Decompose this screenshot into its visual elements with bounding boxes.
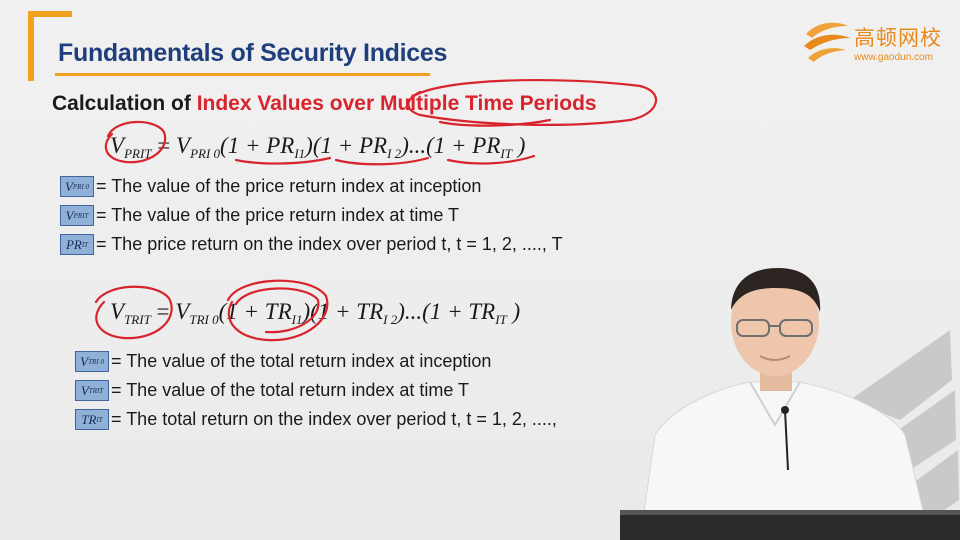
- formula-lhs-sub: TRIT: [124, 312, 151, 327]
- definition-total-time-t: V TRIT = The value of the total return ind…: [75, 380, 469, 401]
- badge-symbol: TR: [81, 411, 97, 427]
- gaodun-logo: 高顿网校 www.gaodun.com: [800, 16, 950, 68]
- subtitle-highlight: Index Values over Multiple Time Periods: [196, 92, 597, 115]
- formula-term-2-sub: I 2: [387, 146, 402, 161]
- equals-sign: =: [150, 299, 176, 324]
- formula-lhs-sub: PRIT: [124, 146, 152, 161]
- definition-price-time-t: V PRIT = The value of the price return ind…: [60, 205, 459, 226]
- presenter-video: [620, 268, 960, 540]
- formula-lhs: V: [110, 299, 125, 324]
- definition-text: = The value of the total return index at…: [111, 380, 470, 400]
- definition-price-return-period: PR IT = The price return on the index over…: [60, 234, 563, 255]
- formula-term-2-sub: I 2: [383, 312, 398, 327]
- slide-title: Fundamentals of Security Indices: [58, 39, 448, 67]
- definition-text: = The value of the price return index at…: [96, 205, 460, 225]
- formula-term-2: )(1 + TR: [302, 299, 384, 324]
- badge-subscript: PRI 0: [72, 182, 90, 191]
- formula-rhs-sub: PRI 0: [190, 146, 221, 161]
- price-return-formula: VPRIT = VPRI 0(1 + PRI1)(1 + PRI 2)...(1…: [110, 133, 525, 162]
- badge-subscript: IT: [96, 415, 103, 424]
- formula-term-2: )(1 + PR: [305, 133, 388, 158]
- formula-rhs: V: [175, 299, 190, 324]
- definition-text: = The total return on the index over per…: [111, 409, 557, 429]
- badge-subscript: TRI 0: [88, 357, 104, 366]
- symbol-badge: V TRI 0: [75, 351, 109, 372]
- logo-url: www.gaodun.com: [854, 52, 933, 63]
- ink-underline-subtitle: [438, 118, 552, 127]
- equals-sign: =: [151, 133, 176, 158]
- formula-term-3-sub: IT: [500, 146, 512, 161]
- badge-symbol: V: [80, 353, 89, 369]
- formula-rhs: V: [176, 133, 191, 158]
- formula-term-1-sub: I1: [294, 146, 306, 161]
- slide-subtitle: Calculation of Index Values over Multipl…: [52, 92, 597, 116]
- total-return-formula: VTRIT = VTRI 0(1 + TRI1)(1 + TRI 2)...(1…: [110, 299, 520, 328]
- formula-term-3: )...(1 + TR: [397, 299, 496, 324]
- definition-total-inception: V TRI 0 = The value of the total return in…: [75, 351, 491, 372]
- symbol-badge: V PRIT: [60, 205, 94, 226]
- gaodun-swoosh-icon: [804, 22, 850, 62]
- formula-term-1: (1 + PR: [220, 133, 295, 158]
- badge-subscript: TRIT: [88, 386, 104, 395]
- formula-term-1-sub: I1: [291, 312, 303, 327]
- definition-price-inception: V PRI 0 = The value of the price return in…: [60, 176, 481, 197]
- formula-close: ): [511, 133, 526, 158]
- badge-symbol: V: [65, 207, 74, 223]
- formula-lhs: V: [110, 133, 125, 158]
- symbol-badge: PR IT: [60, 234, 94, 255]
- title-bracket-decoration: [28, 11, 72, 81]
- badge-symbol: V: [64, 178, 73, 194]
- badge-subscript: IT: [81, 240, 89, 249]
- title-underline: [55, 73, 430, 76]
- definition-total-return-period: TR IT = The total return on the index over…: [75, 409, 557, 430]
- formula-term-3: )...(1 + PR: [401, 133, 501, 158]
- formula-term-3-sub: IT: [495, 312, 507, 327]
- formula-rhs-sub: TRI 0: [189, 312, 219, 327]
- badge-subscript: PRIT: [73, 211, 89, 220]
- subtitle-prefix: Calculation of: [52, 92, 197, 115]
- formula-term-1: (1 + TR: [218, 299, 292, 324]
- symbol-badge: V PRI 0: [60, 176, 94, 197]
- definition-text: = The price return on the index over per…: [96, 234, 563, 254]
- presenter-figure: [639, 268, 931, 540]
- definition-text: = The value of the total return index at…: [111, 351, 492, 371]
- badge-symbol: PR: [65, 236, 82, 252]
- logo-name: 高顿网校: [854, 26, 942, 50]
- podium-edge: [620, 510, 960, 515]
- formula-close: ): [506, 299, 521, 324]
- definition-text: = The value of the price return index at…: [96, 176, 482, 196]
- symbol-badge: V TRIT: [75, 380, 109, 401]
- badge-symbol: V: [80, 382, 89, 398]
- symbol-badge: TR IT: [75, 409, 109, 430]
